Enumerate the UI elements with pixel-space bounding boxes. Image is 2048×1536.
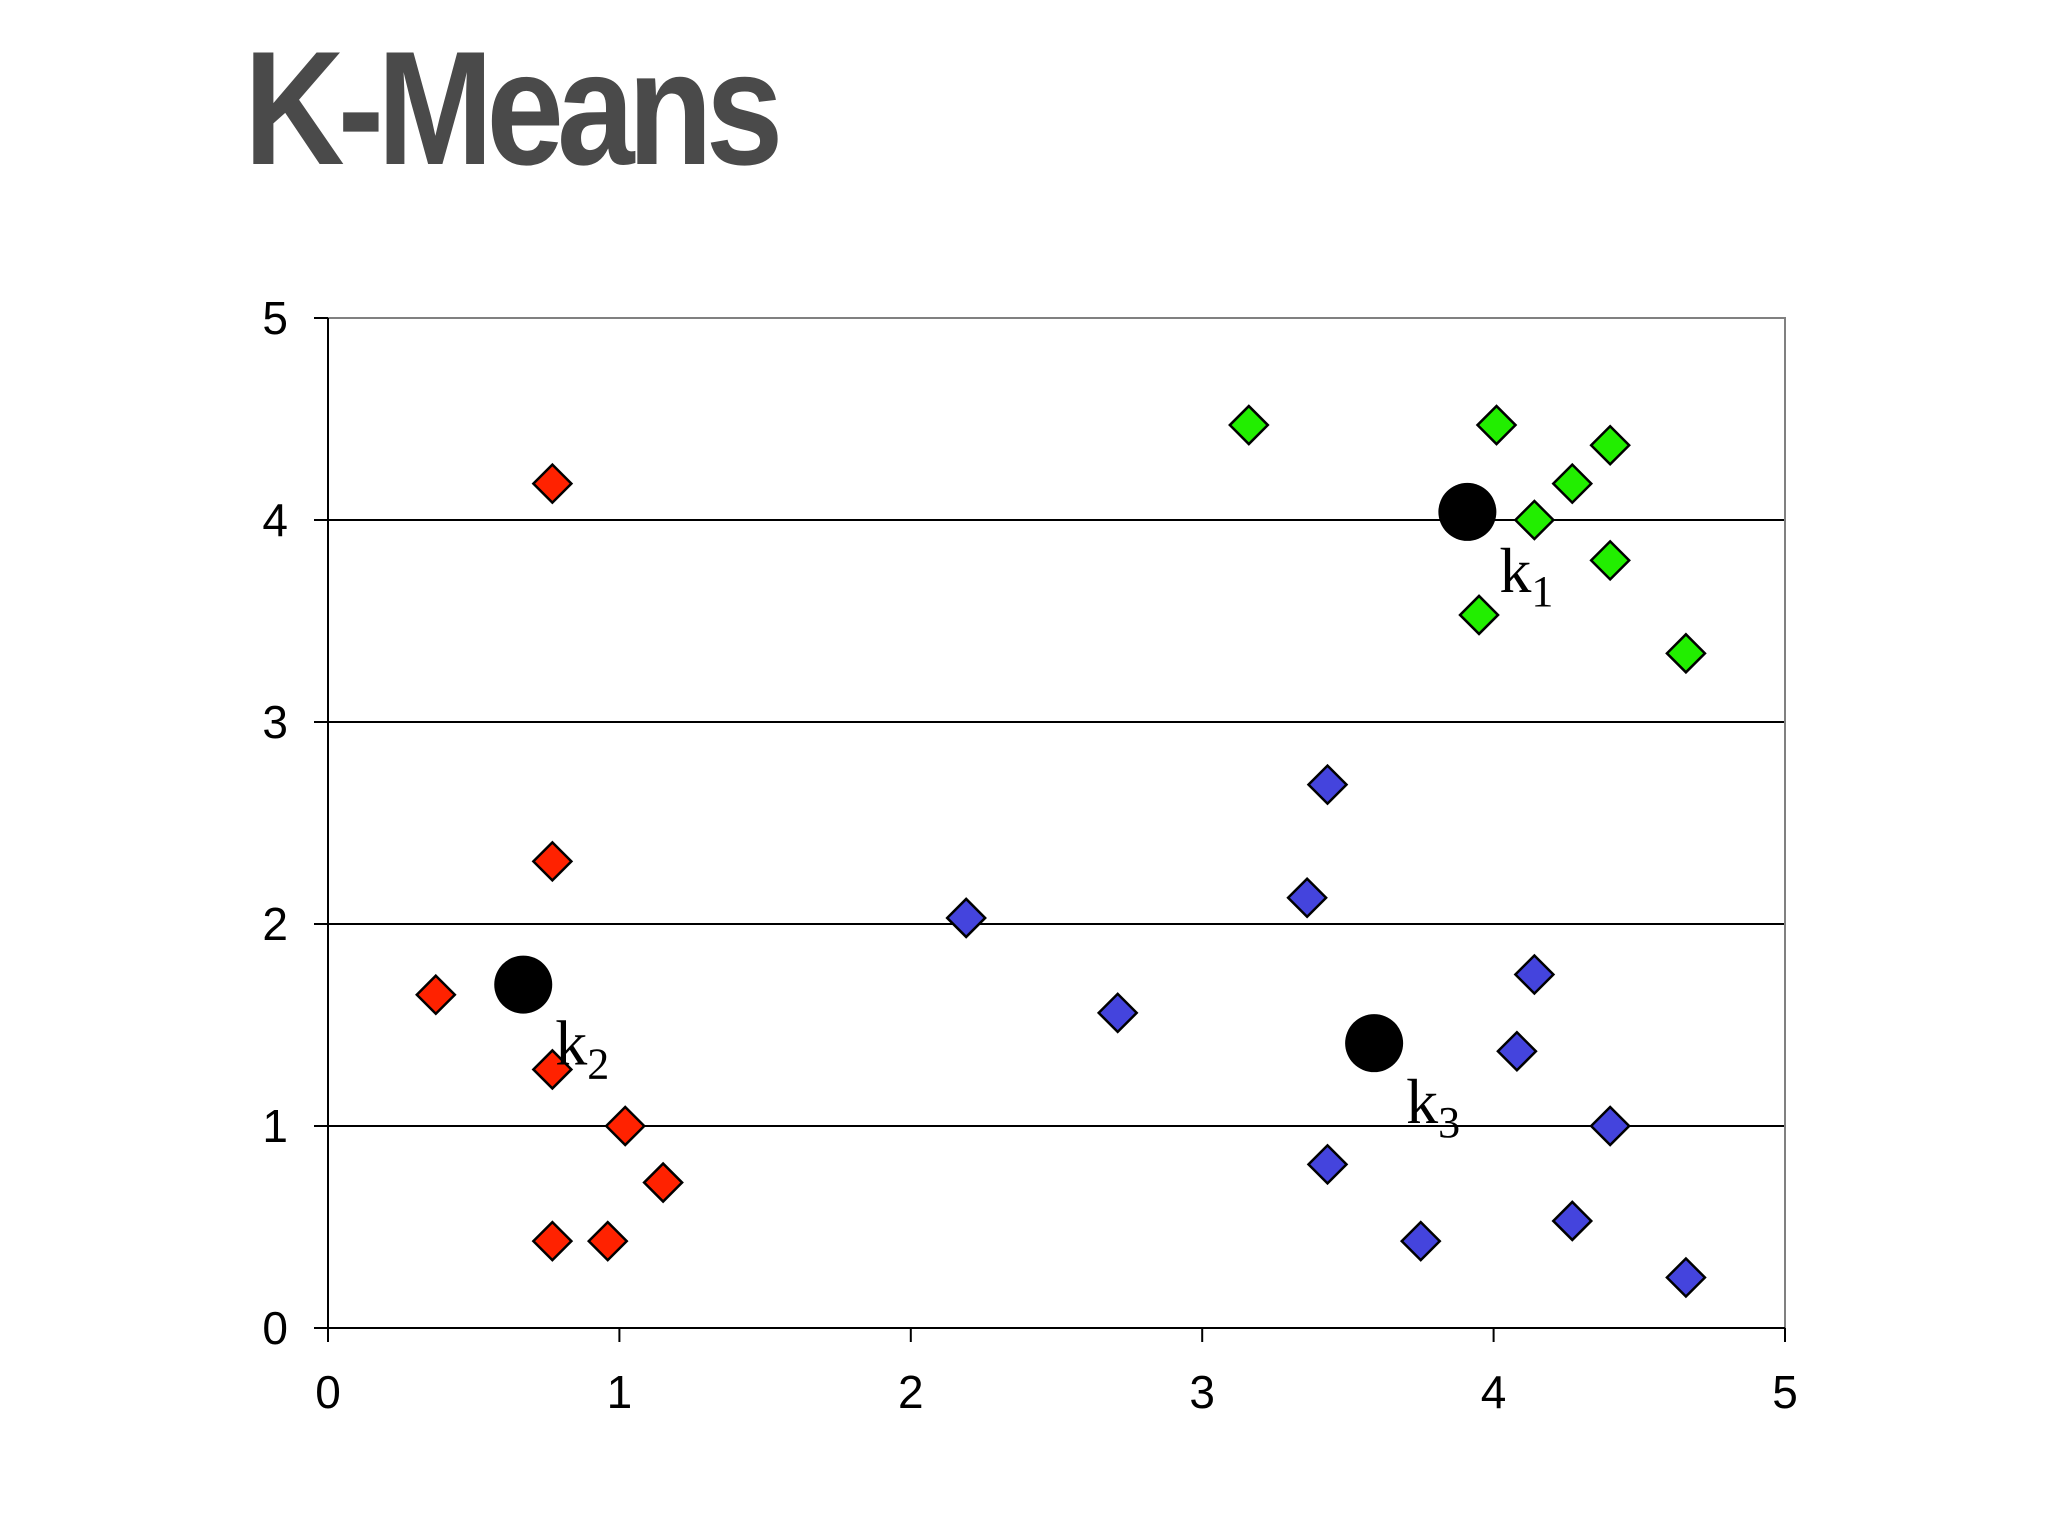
point-s2-9 <box>1551 1200 1594 1242</box>
centroid-k2 <box>494 955 553 1014</box>
point-s0-5 <box>642 1161 684 1204</box>
data-points <box>415 404 1707 1299</box>
page-title: K-Means <box>244 18 783 199</box>
point-s0-3 <box>531 1048 574 1091</box>
point-s0-2 <box>415 973 457 1016</box>
x-tick-label-1: 1 <box>607 1366 633 1418</box>
x-tick-label-2: 2 <box>898 1366 924 1418</box>
point-s0-1 <box>531 840 574 883</box>
point-s1-6 <box>1458 594 1500 636</box>
centroid-label-k2: k2 <box>555 1008 609 1089</box>
point-s2-8 <box>1399 1220 1442 1262</box>
centroid-k3 <box>1345 1014 1404 1073</box>
point-s2-6 <box>1589 1105 1631 1147</box>
axes <box>314 317 1786 1342</box>
point-s1-5 <box>1589 539 1631 582</box>
grid-lines <box>328 519 1785 1127</box>
point-s2-2 <box>945 897 987 939</box>
point-s1-0 <box>1228 404 1270 446</box>
point-s2-7 <box>1306 1143 1349 1186</box>
centroid-subscript-2: 2 <box>587 1040 609 1089</box>
point-s2-1 <box>1286 876 1328 919</box>
point-s2-4 <box>1513 953 1556 996</box>
point-s0-4 <box>604 1105 646 1147</box>
y-tick-label-2: 2 <box>262 898 288 950</box>
y-tick-label-0: 0 <box>262 1302 288 1354</box>
point-s2-5 <box>1496 1030 1538 1073</box>
point-s1-7 <box>1665 632 1707 675</box>
point-s2-10 <box>1665 1256 1707 1299</box>
point-s1-4 <box>1513 499 1556 541</box>
point-s0-6 <box>531 1220 574 1262</box>
y-tick-label-5: 5 <box>262 292 288 344</box>
x-tick-label-0: 0 <box>315 1366 341 1418</box>
point-s0-7 <box>586 1220 629 1262</box>
centroid-label-k1: k1 <box>1499 535 1553 616</box>
x-tick-label-3: 3 <box>1189 1366 1215 1418</box>
centroid-label-k3: k3 <box>1406 1066 1460 1147</box>
point-s1-2 <box>1589 424 1631 467</box>
y-tick-label-1: 1 <box>262 1100 288 1152</box>
point-s2-3 <box>1096 992 1139 1034</box>
y-tick-label-4: 4 <box>262 494 288 546</box>
centroid-subscript-1: 1 <box>1531 567 1553 616</box>
x-tick-label-4: 4 <box>1481 1366 1507 1418</box>
point-s1-3 <box>1551 462 1594 505</box>
centroids: k1 k2 k3 <box>494 482 1553 1147</box>
x-tick-label-5: 5 <box>1772 1366 1798 1418</box>
tick-labels: 0 1 2 3 4 5 0 1 2 3 4 5 <box>262 292 1797 1418</box>
centroid-subscript-3: 3 <box>1438 1098 1460 1147</box>
centroid-k1 <box>1438 482 1497 541</box>
point-s2-0 <box>1306 763 1349 806</box>
point-s0-0 <box>531 462 574 505</box>
y-tick-label-3: 3 <box>262 696 288 748</box>
point-s1-1 <box>1475 404 1518 446</box>
